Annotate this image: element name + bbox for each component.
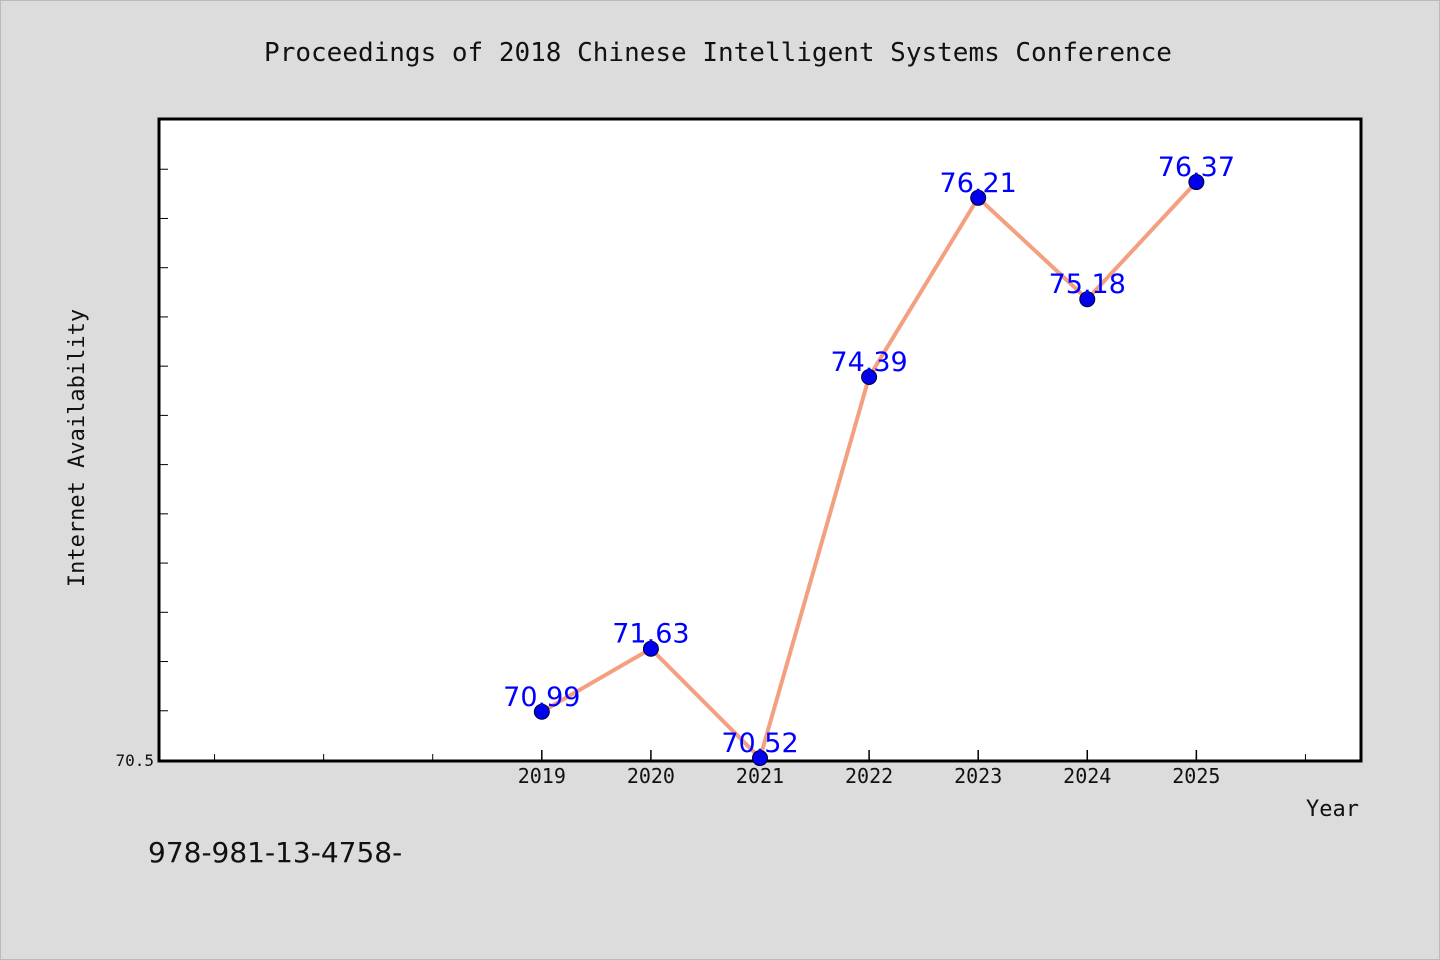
data-point (752, 750, 768, 767)
x-tick-label: 2021 (736, 764, 784, 788)
isbn-footer: 978-981-13-4758- (148, 836, 402, 869)
x-tick-label: 2024 (1063, 764, 1111, 788)
y-tick-label: 70.5 (115, 751, 154, 770)
x-axis-ticks: 2019 2020 2021 2022 2023 2024 2025 (518, 750, 1220, 788)
data-label: 70.52 (721, 728, 798, 759)
data-point (642, 640, 659, 657)
data-label: 74.39 (830, 347, 907, 378)
data-label: 70.99 (503, 682, 580, 713)
x-tick-label: 2020 (627, 764, 675, 788)
data-label: 71.63 (612, 619, 689, 650)
x-tick-label: 2022 (845, 764, 893, 788)
x-tick-label: 2023 (954, 764, 1002, 788)
y-axis-ticks: 70.5 (115, 751, 154, 770)
data-point (1188, 174, 1205, 191)
plot-area (157, 117, 1363, 763)
data-point (533, 703, 550, 720)
data-point (970, 189, 987, 206)
y-axis-label: Internet Availability (65, 309, 90, 587)
data-label: 76.37 (1158, 152, 1235, 183)
marker-layer (533, 174, 1205, 767)
data-label: 75.18 (1049, 269, 1126, 300)
data-point (1079, 291, 1096, 308)
x-tick-label: 2025 (1172, 764, 1220, 788)
x-tick-label: 2019 (518, 764, 566, 788)
data-label-layer: 70.99 71.63 70.52 74.39 76.21 75.18 76.37 (503, 152, 1235, 759)
chart-title: Proceedings of 2018 Chinese Intelligent … (264, 38, 1172, 68)
data-point (861, 368, 878, 385)
data-label: 76.21 (940, 168, 1017, 199)
x-axis-label: Year (1306, 797, 1359, 822)
